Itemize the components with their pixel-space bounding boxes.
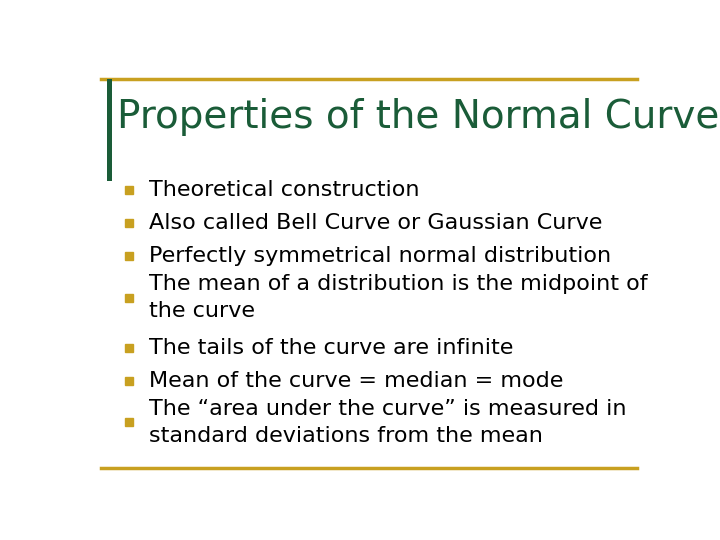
Text: Theoretical construction: Theoretical construction (148, 179, 419, 200)
Text: The “area under the curve” is measured in
standard deviations from the mean: The “area under the curve” is measured i… (148, 399, 626, 446)
Text: The tails of the curve are infinite: The tails of the curve are infinite (148, 338, 513, 357)
Text: Mean of the curve = median = mode: Mean of the curve = median = mode (148, 371, 563, 391)
Text: Also called Bell Curve or Gaussian Curve: Also called Bell Curve or Gaussian Curve (148, 213, 602, 233)
Text: Properties of the Normal Curve:: Properties of the Normal Curve: (117, 98, 720, 136)
FancyBboxPatch shape (107, 79, 112, 181)
Text: Perfectly symmetrical normal distribution: Perfectly symmetrical normal distributio… (148, 246, 611, 266)
Text: The mean of a distribution is the midpoint of
the curve: The mean of a distribution is the midpoi… (148, 274, 647, 321)
